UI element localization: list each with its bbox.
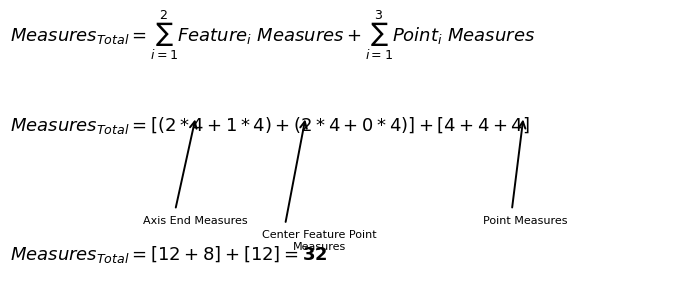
Text: $\mathit{Measures_{Total}} = \sum_{i=1}^{2} \mathit{Feature_i\ Measures} + \sum_: $\mathit{Measures_{Total}} = \sum_{i=1}^…	[10, 9, 535, 62]
Text: $\mathit{Measures_{Total}} = [12 + 8] + [12] = \mathbf{32}$: $\mathit{Measures_{Total}} = [12 + 8] + …	[10, 244, 328, 265]
Text: Center Feature Point
Measures: Center Feature Point Measures	[262, 230, 376, 252]
Text: Axis End Measures: Axis End Measures	[144, 216, 248, 226]
Text: Point Measures: Point Measures	[484, 216, 567, 226]
Text: $\mathit{Measures_{Total}} = [(2 * 4 + 1 * 4) + (2 * 4 + 0 * 4)] + [4 + 4 + 4]$: $\mathit{Measures_{Total}} = [(2 * 4 + 1…	[10, 115, 530, 136]
